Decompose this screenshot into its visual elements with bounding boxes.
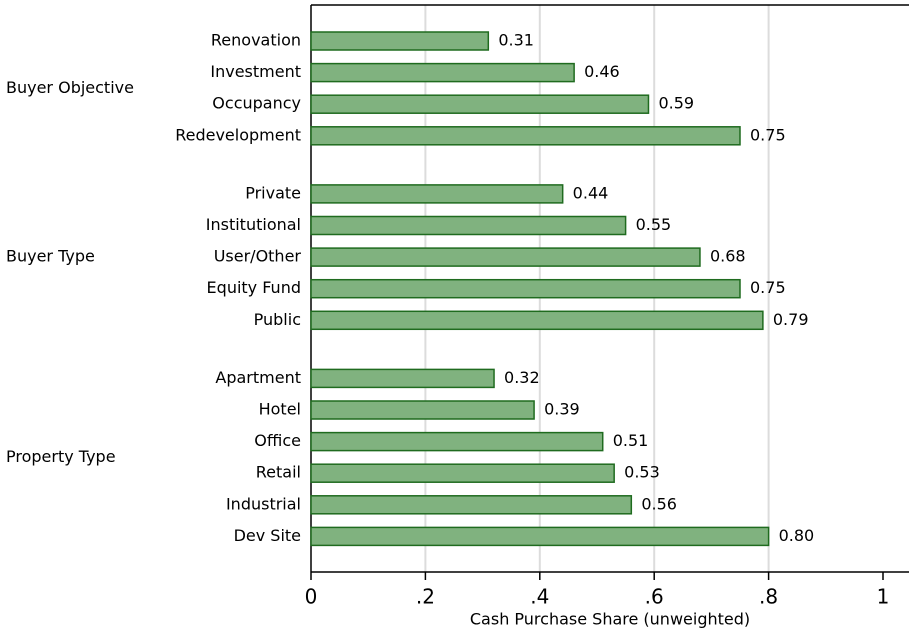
- value-label: 0.56: [641, 494, 677, 513]
- y-tick-label: Investment: [210, 62, 301, 81]
- value-label: 0.32: [504, 368, 540, 387]
- x-tick-label: 1: [877, 585, 890, 609]
- bar: [310, 62, 575, 83]
- x-tick-label: .2: [416, 585, 435, 609]
- value-label: 0.55: [636, 215, 672, 234]
- value-label: 0.68: [710, 247, 746, 266]
- value-label: 0.80: [779, 526, 815, 545]
- y-tick-label: Equity Fund: [207, 278, 301, 297]
- bar: [310, 184, 564, 204]
- y-tick-label: Renovation: [211, 31, 301, 50]
- bar: [310, 431, 604, 452]
- x-axis-label: Cash Purchase Share (unweighted): [470, 610, 750, 629]
- x-tick-label: .4: [530, 585, 549, 609]
- bar: [310, 400, 535, 420]
- value-label: 0.79: [773, 310, 809, 329]
- value-label: 0.75: [750, 125, 786, 144]
- bar: [310, 495, 633, 515]
- value-label: 0.46: [584, 62, 620, 81]
- y-tick-label: Public: [254, 310, 301, 329]
- value-label: 0.51: [613, 431, 649, 450]
- value-label: 0.31: [498, 31, 534, 50]
- y-tick-label: User/Other: [214, 247, 302, 266]
- bar: [310, 247, 701, 267]
- group-label: Buyer Objective: [6, 78, 134, 97]
- y-tick-label: Redevelopment: [175, 125, 301, 144]
- bar: [310, 94, 650, 114]
- value-label: 0.75: [750, 278, 786, 297]
- x-tick-label: 0: [305, 585, 318, 609]
- y-tick-label: Office: [254, 431, 301, 450]
- y-tick-label: Hotel: [259, 400, 301, 419]
- y-tick-label: Apartment: [215, 368, 301, 387]
- y-tick-label: Institutional: [206, 215, 301, 234]
- value-label: 0.44: [573, 183, 609, 202]
- x-tick-label: .8: [759, 585, 778, 609]
- bar: [310, 463, 615, 483]
- y-tick-label: Retail: [256, 463, 301, 482]
- bar: [310, 278, 741, 299]
- bar: [310, 310, 764, 331]
- bar: [310, 126, 741, 146]
- group-label: Property Type: [6, 447, 116, 466]
- value-label: 0.39: [544, 400, 580, 419]
- value-label: 0.59: [658, 94, 694, 113]
- y-tick-label: Dev Site: [234, 526, 301, 545]
- group-label: Buyer Type: [6, 247, 95, 266]
- y-tick-label: Occupancy: [212, 94, 301, 113]
- y-tick-label: Industrial: [226, 494, 301, 513]
- bar: [310, 526, 770, 547]
- y-tick-label: Private: [245, 183, 301, 202]
- bar: [310, 215, 627, 236]
- bar: [310, 31, 490, 51]
- x-tick-label: .6: [645, 585, 664, 609]
- bar: [310, 368, 495, 389]
- value-label: 0.53: [624, 463, 660, 482]
